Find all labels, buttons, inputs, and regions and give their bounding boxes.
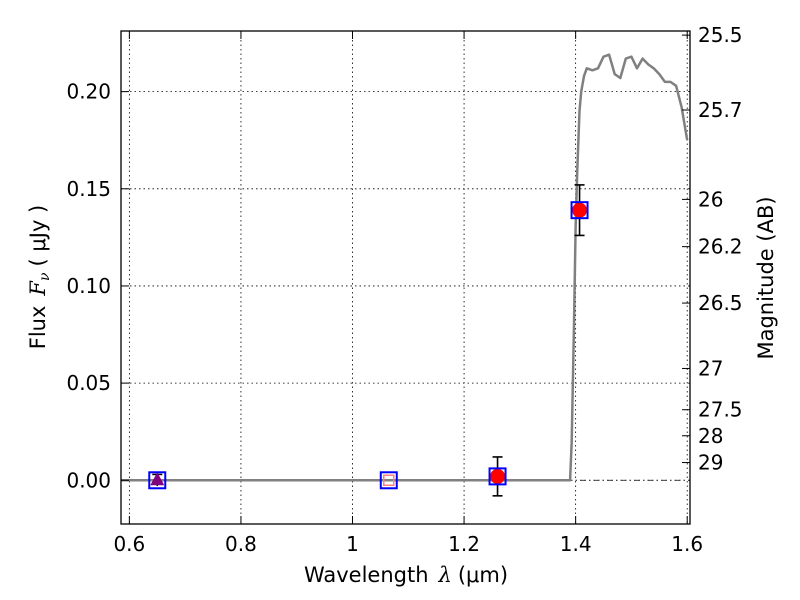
x-tick-label: 0.8 (225, 532, 257, 556)
model-band-flux-square (488, 467, 507, 486)
grid-lines (121, 31, 690, 524)
model-band-flux-square (379, 471, 398, 490)
y2-tick-label: 27.5 (698, 398, 743, 422)
y2-axis-title: Magnitude (AB) (754, 196, 778, 359)
y-tick-label: 0.15 (66, 177, 111, 201)
y2-tick-label: 26.2 (698, 235, 743, 259)
x-tick-label: 1 (346, 532, 359, 556)
photometry-layer (148, 184, 589, 497)
x-tick-label: 1.2 (448, 532, 480, 556)
open-flux-marker (383, 474, 395, 487)
plot-frame (120, 30, 691, 525)
y2-tick-label: 28 (698, 424, 723, 448)
y2-tick-label: 26.5 (698, 291, 743, 315)
y2-tick-label: 27 (698, 356, 723, 380)
y-tick-label: 0.20 (66, 80, 111, 104)
y2-tick-label: 26 (698, 187, 723, 211)
model-band-flux-square (148, 471, 167, 490)
x-tick-label: 0.6 (113, 532, 145, 556)
y2-tick-label: 29 (698, 451, 723, 475)
y-axis-title: FluxFν( μJy ) (26, 205, 53, 349)
y-tick-label: 0.10 (66, 274, 111, 298)
observed-flux-point (490, 468, 506, 484)
x-axis-title: Wavelength λ (μm) (304, 563, 508, 587)
model-layer (121, 53, 689, 482)
axis-ticks: 0.6 0.8 1 1.2 1.4 1.6 0.00 0.05 0.10 0.15 0.20 25.5… (66, 23, 742, 556)
y-tick-label: 0.00 (66, 468, 111, 492)
x-tick-label: 1.6 (671, 532, 703, 556)
upper-limit-marker (150, 472, 165, 486)
y2-tick-label: 25.5 (698, 23, 743, 47)
observed-flux-point (572, 202, 588, 218)
model-sed-line (121, 53, 689, 482)
model-band-flux-square (570, 201, 589, 220)
x-tick-label: 1.4 (560, 532, 592, 556)
y-tick-label: 0.05 (66, 371, 111, 395)
y2-tick-label: 25.7 (698, 98, 743, 122)
